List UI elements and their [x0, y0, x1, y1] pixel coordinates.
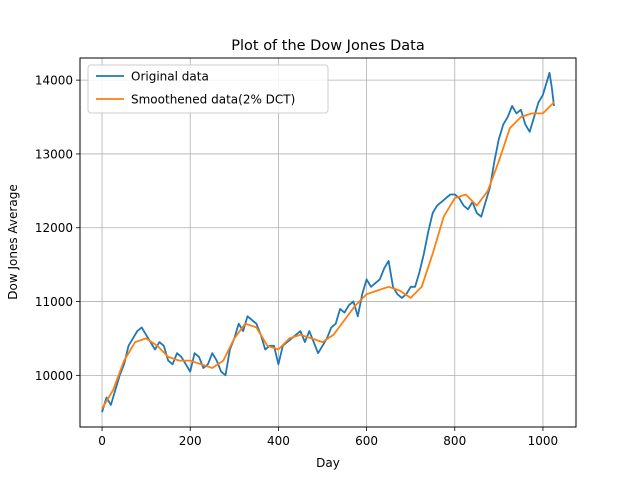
series-smoothed-line	[101, 101, 555, 410]
legend: Original data Smoothened data(2% DCT)	[87, 64, 329, 114]
chart-title: Plot of the Dow Jones Data	[231, 38, 424, 54]
series-layer	[101, 71, 555, 413]
x-axis-label: Day	[316, 456, 340, 470]
y-tick-label: 11000	[35, 295, 73, 309]
tick-layer: 0 200 400 600 800 1000 10000 11000 12000 13000 140…	[35, 74, 558, 448]
legend-label-original: Original data	[131, 70, 209, 84]
legend-label-smoothed: Smoothened data(2% DCT)	[131, 93, 295, 107]
x-tick-label: 1000	[528, 434, 559, 448]
x-tick-label: 400	[267, 434, 290, 448]
x-tick-label: 0	[98, 434, 106, 448]
plot-frame	[79, 57, 577, 428]
series-original-line	[101, 71, 555, 413]
y-tick-label: 10000	[35, 369, 73, 383]
x-tick-label: 800	[443, 434, 466, 448]
x-tick-label: 600	[355, 434, 378, 448]
y-tick-label: 14000	[35, 74, 73, 88]
y-tick-label: 13000	[35, 147, 73, 161]
legend-box	[87, 64, 329, 114]
y-tick-label: 12000	[35, 221, 73, 235]
x-tick-label: 200	[179, 434, 202, 448]
y-axis-label: Dow Jones Average	[6, 184, 20, 299]
